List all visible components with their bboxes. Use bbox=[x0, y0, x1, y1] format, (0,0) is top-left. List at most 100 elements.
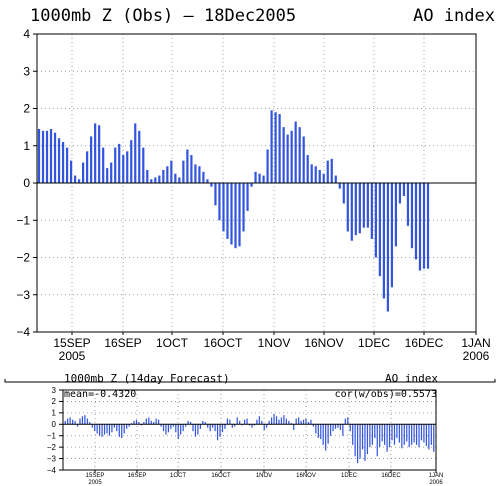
bar bbox=[420, 424, 423, 441]
bar bbox=[327, 424, 329, 444]
bar bbox=[408, 424, 410, 448]
x-tick-label: 16SEP bbox=[128, 473, 147, 479]
bar bbox=[388, 424, 391, 448]
x-tick-sublabel: 2005 bbox=[88, 480, 102, 486]
bar bbox=[126, 424, 128, 429]
bar bbox=[118, 424, 120, 437]
bar bbox=[344, 418, 346, 425]
bar bbox=[386, 183, 389, 312]
bar bbox=[128, 424, 130, 427]
bar bbox=[78, 179, 81, 183]
bar bbox=[174, 173, 177, 183]
bar bbox=[165, 424, 167, 435]
bar bbox=[178, 177, 181, 183]
bar bbox=[226, 418, 228, 425]
y-tick-label: −4 bbox=[47, 466, 57, 475]
bar bbox=[145, 418, 147, 425]
bar bbox=[391, 424, 393, 441]
bar bbox=[106, 168, 109, 183]
bar bbox=[194, 424, 197, 437]
bar bbox=[155, 418, 157, 425]
bar bbox=[422, 183, 426, 269]
bar bbox=[150, 420, 152, 425]
bar bbox=[170, 160, 173, 183]
bar bbox=[76, 424, 79, 427]
bar bbox=[118, 143, 121, 183]
bar bbox=[275, 416, 278, 425]
x-tick-label: 1JAN bbox=[461, 336, 490, 350]
bar bbox=[209, 424, 211, 432]
bar bbox=[49, 128, 53, 183]
bar bbox=[283, 415, 285, 425]
bar bbox=[294, 121, 297, 183]
bar bbox=[362, 183, 365, 228]
x-tick-label: 1NOV bbox=[258, 336, 291, 350]
bar bbox=[371, 424, 373, 445]
bar bbox=[221, 424, 224, 433]
bar bbox=[310, 419, 312, 425]
forecast-chart-title: 1000mb Z (14day Forecast) bbox=[64, 372, 230, 385]
bar bbox=[290, 130, 293, 183]
bar bbox=[306, 155, 309, 183]
bar bbox=[101, 424, 103, 437]
bar bbox=[286, 134, 289, 183]
bar bbox=[86, 418, 88, 425]
bar bbox=[366, 183, 369, 228]
bar bbox=[317, 424, 319, 438]
bar bbox=[406, 424, 408, 442]
y-tick-label: 2 bbox=[52, 397, 57, 406]
forecast-stats-correlation: cor(w/obs)=0.5573 bbox=[335, 389, 437, 400]
bar bbox=[334, 175, 337, 183]
bar bbox=[121, 424, 123, 438]
bar bbox=[347, 417, 349, 425]
y-tick-label: −1 bbox=[16, 213, 30, 227]
x-tick-label: 15SEP bbox=[53, 336, 90, 350]
bar bbox=[305, 418, 307, 425]
bar bbox=[138, 130, 141, 183]
bar bbox=[180, 424, 182, 435]
bar bbox=[175, 424, 177, 433]
bar bbox=[69, 160, 73, 183]
bar bbox=[186, 149, 189, 183]
bar bbox=[278, 419, 280, 425]
bar bbox=[202, 420, 204, 425]
bar bbox=[398, 183, 402, 204]
bar bbox=[266, 424, 268, 428]
bar bbox=[273, 414, 275, 425]
y-tick-label: 1 bbox=[52, 409, 57, 418]
bar bbox=[369, 424, 371, 448]
bar bbox=[379, 424, 381, 448]
bar bbox=[116, 424, 118, 432]
bar bbox=[337, 424, 339, 428]
bar bbox=[71, 419, 74, 425]
bar bbox=[229, 419, 231, 425]
bar bbox=[425, 424, 428, 446]
x-tick-label: 16DEC bbox=[405, 336, 444, 350]
bar bbox=[122, 155, 125, 183]
bar bbox=[82, 162, 85, 183]
bar bbox=[322, 173, 325, 183]
bar bbox=[41, 130, 45, 183]
bar bbox=[197, 424, 199, 435]
y-tick-label: 0 bbox=[52, 420, 57, 429]
forecast-bars bbox=[64, 414, 435, 464]
bar bbox=[325, 424, 327, 451]
bar bbox=[326, 160, 329, 183]
x-tick-label: 1OCT bbox=[156, 336, 189, 350]
bar bbox=[382, 183, 385, 299]
bar bbox=[190, 155, 193, 183]
bar bbox=[433, 424, 435, 452]
bar bbox=[418, 183, 422, 271]
bar bbox=[90, 136, 93, 183]
bar bbox=[310, 164, 313, 184]
bar bbox=[138, 422, 140, 425]
bar bbox=[246, 418, 248, 425]
bar bbox=[98, 125, 101, 183]
bar bbox=[226, 183, 229, 239]
bar bbox=[290, 423, 292, 425]
x-tick-label: 15SEP bbox=[86, 473, 105, 479]
bar bbox=[254, 171, 257, 183]
y-tick-label: 1 bbox=[23, 139, 30, 153]
bar bbox=[185, 424, 187, 427]
